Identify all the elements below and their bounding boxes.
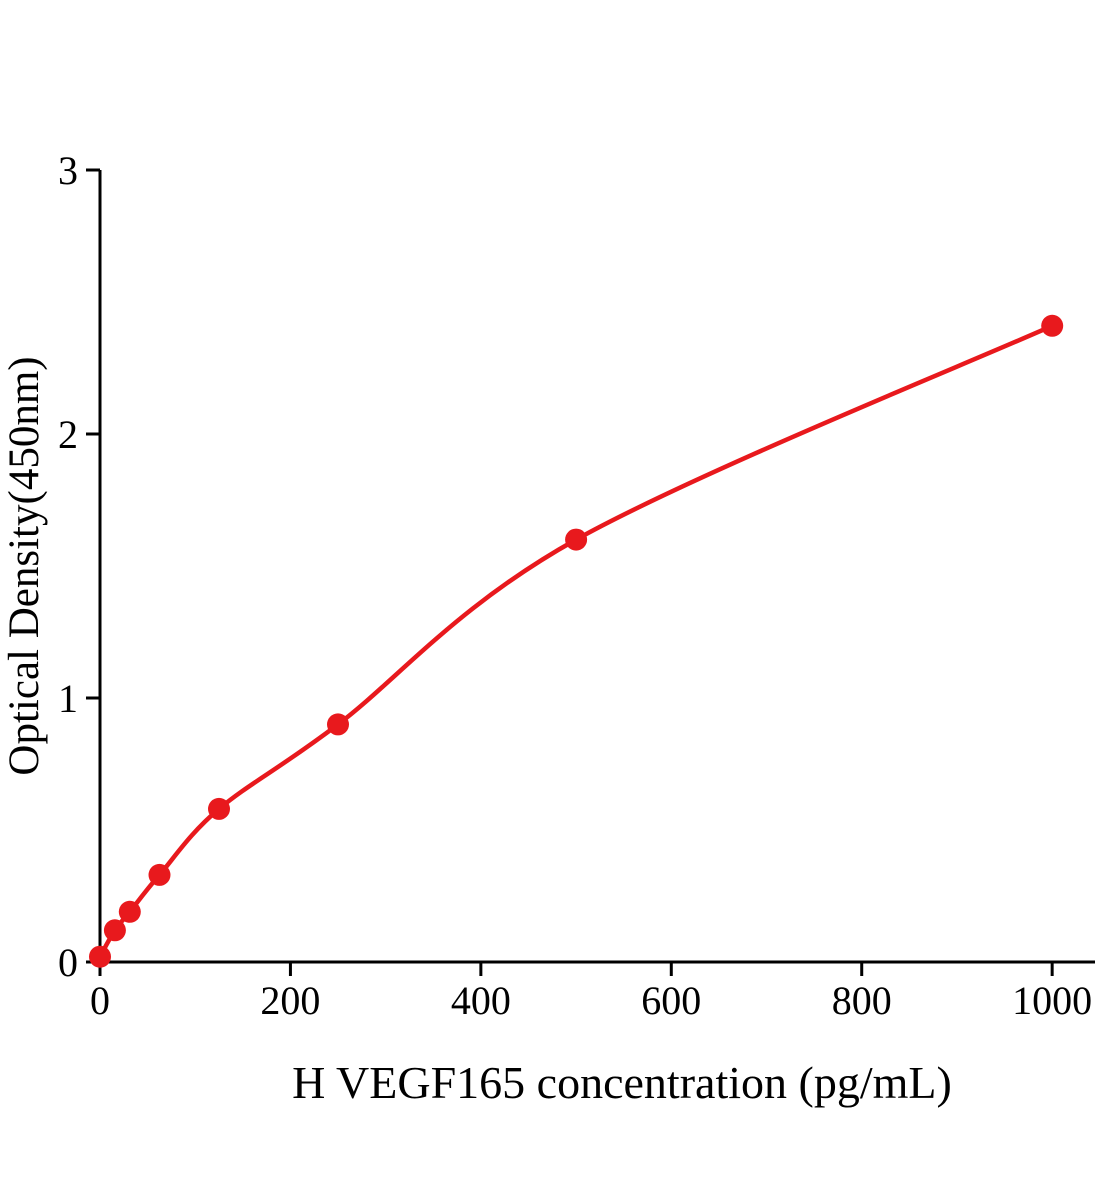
x-axis-label: H VEGF165 concentration (pg/mL): [292, 1057, 952, 1108]
data-point: [103, 919, 126, 942]
y-tick-label: 0: [58, 940, 78, 985]
data-point: [89, 945, 111, 968]
x-tick-label: 400: [451, 978, 511, 1023]
x-tick-label: 800: [832, 978, 892, 1023]
y-tick-label: 3: [58, 148, 78, 193]
x-tick-label: 600: [641, 978, 701, 1023]
data-point: [208, 797, 230, 820]
y-tick-label: 2: [58, 412, 78, 457]
y-axis-label: Optical Density(450nm): [1, 356, 48, 775]
data-point: [1041, 314, 1064, 337]
plot-area: 0 1 2 3 0 200 400 600 800 1000: [58, 148, 1095, 1023]
x-tick-label: 200: [260, 978, 320, 1023]
data-point: [148, 863, 171, 886]
x-tick-label: 0: [90, 978, 110, 1023]
data-point: [565, 528, 588, 551]
y-tick-label: 1: [58, 676, 78, 721]
data-point: [118, 900, 141, 923]
fit-curve: [97, 323, 1055, 959]
x-tick-label: 1000: [1012, 978, 1092, 1023]
data-point: [327, 713, 349, 736]
